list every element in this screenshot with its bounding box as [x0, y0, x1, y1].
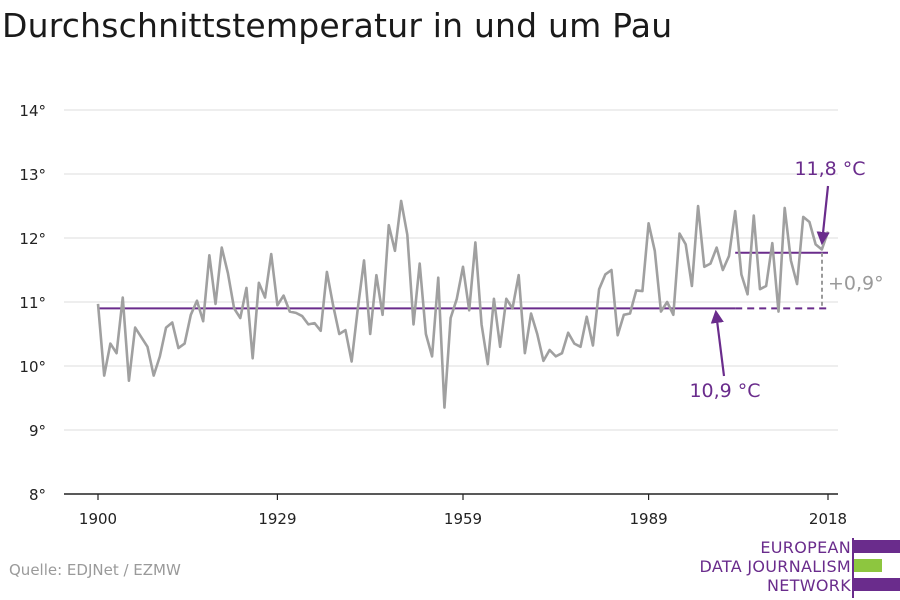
series-line-temperature	[96, 199, 830, 409]
x-tick-label-1929: 1929	[258, 510, 296, 528]
logo-bar-purple-bottom	[854, 578, 900, 591]
long-term-average-label: 10,9 °C	[689, 380, 760, 402]
x-tick-label-1989: 1989	[629, 510, 667, 528]
x-axis-ticks: 1900 1929 1959 1989 2018	[79, 494, 847, 528]
logo-bar-green	[854, 559, 882, 572]
x-tick-label-2018: 2018	[809, 510, 847, 528]
difference-label: +0,9°	[828, 273, 884, 295]
x-tick-label-1900: 1900	[79, 510, 117, 528]
y-tick-label-8: 8°	[29, 486, 46, 504]
x-tick-label-1959: 1959	[444, 510, 482, 528]
y-tick-label-12: 12°	[19, 230, 46, 248]
page-title: Durchschnittstemperatur in und um Pau	[2, 6, 673, 45]
recent-average-label: 11,8 °C	[794, 158, 865, 180]
logo-line-network: NETWORK	[767, 576, 851, 595]
y-axis-ticks: 8° 9° 10° 11° 12° 13° 14°	[19, 102, 46, 504]
annotations: +0,9° 11,8 °C 10,9 °C	[689, 158, 883, 402]
edjnet-logo: EUROPEAN DATA JOURNALISM NETWORK	[700, 538, 900, 598]
y-tick-label-11: 11°	[19, 294, 46, 312]
y-tick-label-14: 14°	[19, 102, 46, 120]
recent-average-arrow	[816, 185, 830, 246]
long-term-average-arrow	[710, 309, 726, 377]
logo-line-european: EUROPEAN	[760, 538, 851, 557]
y-tick-label-9: 9°	[29, 422, 46, 440]
logo-divider	[852, 538, 854, 598]
y-tick-label-10: 10°	[19, 358, 46, 376]
logo-bar-purple-top	[854, 540, 900, 553]
logo-line-data-journalism: DATA JOURNALISM	[699, 557, 851, 576]
source-note: Quelle: EDJNet / EZMW	[9, 561, 181, 579]
y-tick-label-13: 13°	[19, 166, 46, 184]
grid-lines	[64, 109, 838, 495]
series-layer	[96, 199, 830, 409]
